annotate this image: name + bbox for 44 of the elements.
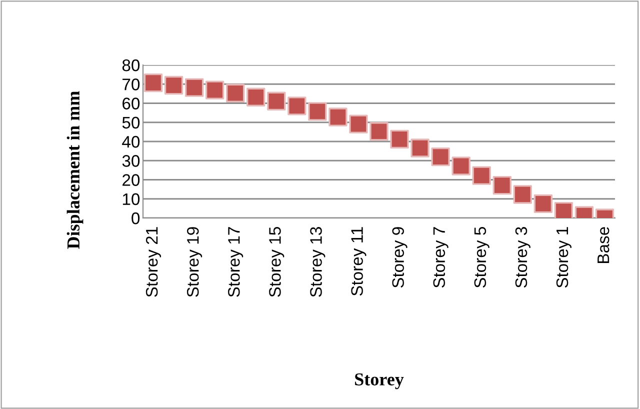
point (452, 156, 470, 176)
point (226, 84, 245, 102)
x-axis-title: Storey (355, 373, 404, 390)
x-tick-label: Storey 19 (186, 227, 202, 297)
point (554, 202, 574, 218)
point (472, 166, 491, 185)
point (370, 122, 388, 141)
point (184, 78, 204, 97)
x-tick-label: Storey 17 (228, 227, 244, 297)
x-tick-label: Storey 13 (310, 227, 326, 297)
y-tick-label: 60 (122, 98, 140, 110)
point (492, 176, 512, 195)
point (431, 147, 450, 166)
x-tick-label: Storey 21 (146, 227, 162, 297)
point (513, 185, 532, 204)
x-tick-label: Base (598, 227, 610, 263)
x-tick-label: Storey 5 (474, 227, 490, 288)
y-tick-label: 30 (122, 155, 140, 167)
y-tick-label: 0 (132, 212, 140, 224)
point (205, 80, 224, 100)
point (534, 194, 553, 213)
y-tick-label: 40 (122, 136, 140, 148)
y-tick-label: 10 (122, 193, 140, 206)
point (349, 114, 368, 134)
x-tick-label: Storey 1 (556, 227, 572, 288)
x-tick-label: Storey 11 (351, 227, 366, 296)
x-tick-label: Storey 3 (515, 227, 530, 288)
point (308, 102, 327, 121)
point (267, 92, 286, 110)
x-tick-label: Storey 7 (433, 227, 448, 288)
y-axis-title: Displacement in mm (66, 91, 84, 249)
point (144, 73, 163, 92)
y-tick-label: 50 (122, 116, 140, 129)
point (410, 138, 430, 158)
x-tick-label: Storey 9 (392, 227, 408, 288)
point (328, 108, 348, 126)
y-tick-label: 80 (122, 59, 140, 72)
point (288, 96, 306, 116)
x-tick-label: Storey 15 (269, 227, 284, 297)
point (390, 130, 409, 149)
y-tick-label: 20 (122, 174, 140, 186)
y-tick-label: 70 (122, 78, 140, 90)
point (164, 76, 184, 95)
point (246, 88, 266, 106)
